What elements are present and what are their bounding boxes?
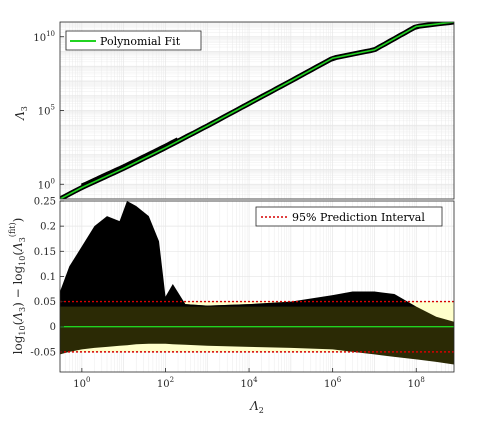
- top-y-tick-label: 1010: [33, 30, 55, 44]
- bottom-legend-label: 95% Prediction Interval: [292, 211, 425, 224]
- bottom-legend: 95% Prediction Interval: [255, 206, 443, 227]
- bottom-x-axis-label: Λ2: [249, 399, 264, 415]
- bottom-data: [60, 201, 454, 365]
- top-data: [60, 22, 454, 199]
- bottom-y-tick-label: 0.25: [34, 197, 56, 208]
- bottom-y-tick-label: 0.2: [40, 222, 56, 233]
- residual-dense-band: [60, 304, 454, 365]
- top-y-tick-label: 100: [38, 177, 55, 191]
- bottom-y-tick-label: 0.1: [40, 272, 56, 283]
- bottom-y-tick-label: 0.15: [34, 247, 56, 258]
- top-y-ticks: 100 105 1010: [33, 30, 64, 191]
- bottom-y-ticks: -0.05 0 0.05 0.1 0.15 0.2 0.25: [30, 197, 64, 358]
- top-legend: Polynomial Fit: [65, 30, 202, 51]
- bottom-x-tick-label: 100: [73, 376, 90, 390]
- bottom-legend-box: [255, 206, 443, 227]
- bottom-x-tick-label: 102: [157, 376, 174, 390]
- top-y-axis-label-main: Λ: [13, 111, 27, 121]
- top-panel: 100 105 1010 Λ3 Polynomial Fit: [13, 21, 455, 200]
- bottom-y-axis-label: log10(Λ3) − log10(Λ3(fit)): [8, 218, 27, 355]
- bottom-y-tick-label: 0.05: [34, 297, 56, 308]
- residual-scatter-envelope: [60, 201, 454, 322]
- top-y-axis-label: Λ3: [13, 106, 29, 121]
- top-y-axis-label-sub: 3: [20, 106, 29, 111]
- bottom-x-tick-label: 106: [324, 376, 342, 390]
- bottom-x-axis-label-main: Λ: [249, 399, 259, 413]
- top-legend-box: [65, 30, 202, 51]
- top-legend-label: Polynomial Fit: [100, 35, 181, 48]
- bottom-x-ticks: 100 102 104 106 108: [73, 368, 425, 390]
- top-fit-line: [60, 22, 454, 199]
- bottom-x-tick-label: 108: [408, 376, 425, 390]
- bottom-y-tick-label: -0.05: [30, 347, 56, 358]
- top-data-scatter-dense: [80, 137, 180, 189]
- top-y-tick-label: 105: [38, 104, 55, 118]
- bottom-axes-box: [59, 200, 455, 373]
- bottom-x-tick-label: 104: [240, 376, 258, 390]
- bottom-y-tick-label: 0: [50, 322, 56, 333]
- bottom-panel: -0.05 0 0.05 0.1 0.15 0.2 0.25 100 102 104 106 108…: [8, 197, 455, 415]
- bottom-x-axis-label-sub: 2: [259, 406, 264, 415]
